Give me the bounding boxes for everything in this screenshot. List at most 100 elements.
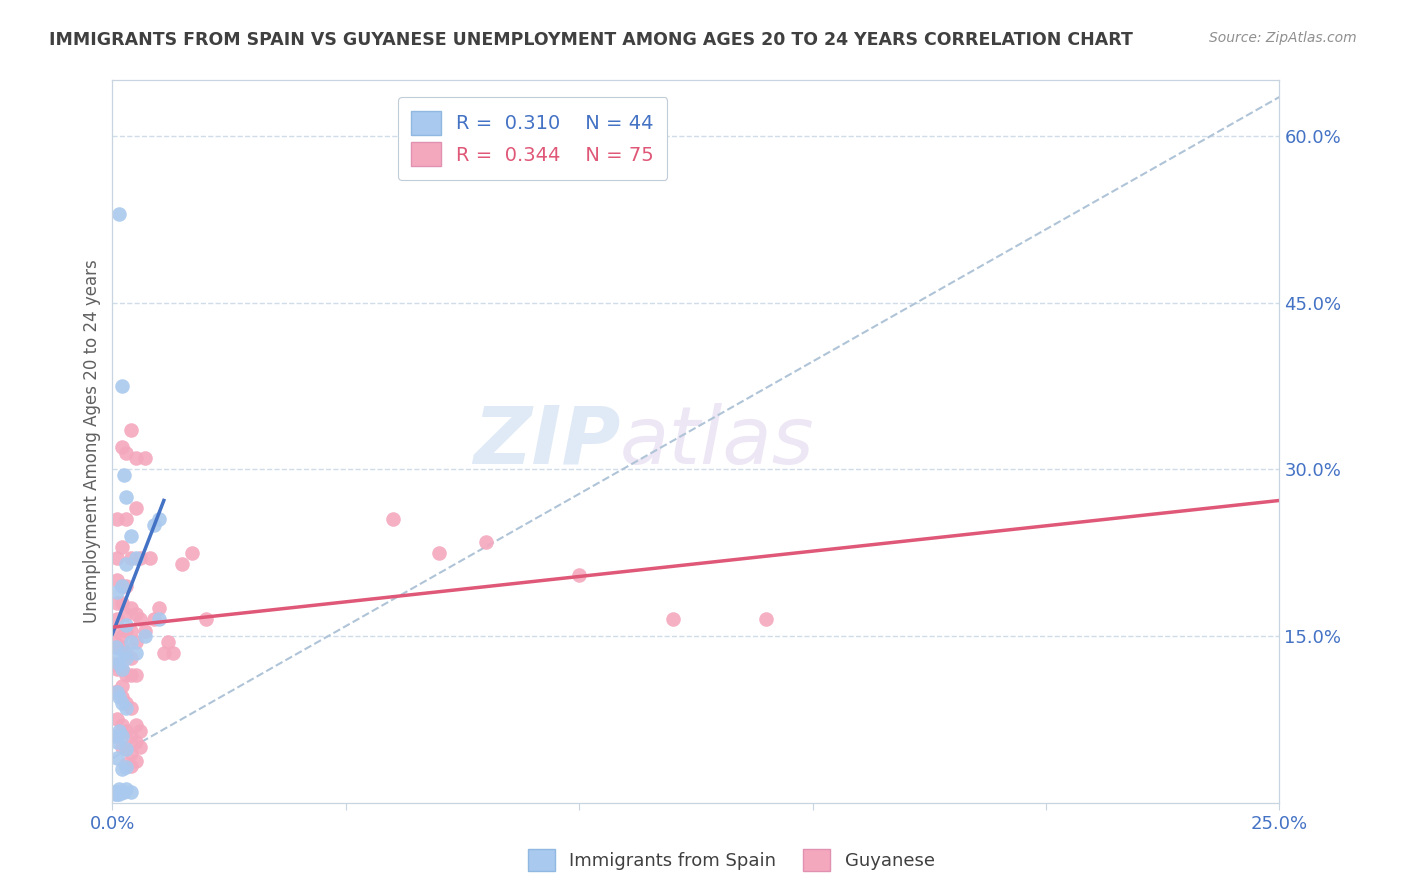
Point (105, 785, 128, 799)
Text: IMMIGRANTS FROM SPAIN VS GUYANESE UNEMPLOYMENT AMONG AGES 20 TO 24 YEARS CORRELA: IMMIGRANTS FROM SPAIN VS GUYANESE UNEMPL… (49, 31, 1133, 49)
Point (115, 579, 138, 593)
Point (111, 740, 134, 755)
Legend: R =  0.310    N = 44, R =  0.344    N = 75: R = 0.310 N = 44, R = 0.344 N = 75 (398, 97, 668, 179)
Point (111, 440, 134, 454)
Point (125, 501, 148, 516)
Point (108, 782, 131, 797)
Point (105, 584, 128, 599)
Point (112, 785, 135, 799)
Point (111, 379, 134, 393)
Point (661, 612, 683, 626)
Point (125, 634, 148, 648)
Point (104, 787, 127, 801)
Point (129, 740, 152, 755)
Point (148, 512, 170, 526)
Point (148, 612, 170, 626)
Point (115, 668, 138, 682)
Point (120, 634, 142, 648)
Point (105, 574, 128, 588)
Point (115, 742, 138, 756)
Point (568, 568, 591, 582)
Point (125, 754, 148, 768)
Point (105, 662, 128, 676)
Point (115, 512, 138, 526)
Point (180, 546, 202, 560)
Point (108, 690, 131, 705)
Point (129, 612, 152, 626)
Point (105, 551, 128, 566)
Point (115, 651, 138, 665)
Point (120, 701, 142, 715)
Point (125, 734, 148, 748)
Point (125, 646, 148, 660)
Point (105, 596, 128, 610)
Point (111, 596, 134, 610)
Point (112, 646, 135, 660)
Point (105, 651, 128, 665)
Point (157, 634, 180, 648)
Point (111, 679, 134, 693)
Point (120, 529, 142, 543)
Text: atlas: atlas (620, 402, 815, 481)
Point (120, 785, 142, 799)
Point (120, 624, 142, 638)
Point (105, 612, 128, 626)
Point (125, 718, 148, 732)
Point (114, 618, 136, 632)
Point (105, 787, 128, 801)
Point (475, 534, 498, 549)
Text: ZIP: ZIP (472, 402, 620, 481)
Point (162, 646, 184, 660)
Point (755, 612, 778, 626)
Point (108, 723, 131, 738)
Point (381, 512, 404, 526)
Point (104, 684, 127, 698)
Point (115, 607, 138, 621)
Point (111, 640, 134, 655)
Point (105, 713, 128, 727)
Point (115, 723, 138, 738)
Point (105, 640, 128, 655)
Point (115, 742, 138, 756)
Point (105, 640, 128, 655)
Point (120, 668, 142, 682)
Point (111, 662, 134, 676)
Point (134, 629, 156, 643)
Point (115, 490, 138, 504)
Point (105, 729, 128, 743)
Point (108, 657, 131, 671)
Point (125, 607, 148, 621)
Point (111, 629, 134, 643)
Point (105, 624, 128, 638)
Point (111, 690, 134, 705)
Point (105, 734, 128, 748)
Y-axis label: Unemployment Among Ages 20 to 24 years: Unemployment Among Ages 20 to 24 years (83, 260, 101, 624)
Point (134, 451, 156, 466)
Point (120, 746, 142, 760)
Point (194, 612, 217, 626)
Point (111, 579, 134, 593)
Point (104, 634, 127, 648)
Point (125, 551, 148, 566)
Point (111, 540, 134, 554)
Point (105, 684, 128, 698)
Point (112, 467, 135, 482)
Point (143, 517, 166, 532)
Point (120, 551, 142, 566)
Point (111, 696, 134, 710)
Point (125, 451, 148, 466)
Point (115, 646, 138, 660)
Point (120, 651, 142, 665)
Point (111, 579, 134, 593)
Point (105, 512, 128, 526)
Point (139, 551, 162, 566)
Point (111, 718, 134, 732)
Point (125, 668, 148, 682)
Point (115, 701, 138, 715)
Text: Source: ZipAtlas.com: Source: ZipAtlas.com (1209, 31, 1357, 45)
Point (148, 601, 170, 615)
Point (134, 624, 156, 638)
Point (104, 657, 127, 671)
Point (108, 787, 131, 801)
Point (104, 729, 127, 743)
